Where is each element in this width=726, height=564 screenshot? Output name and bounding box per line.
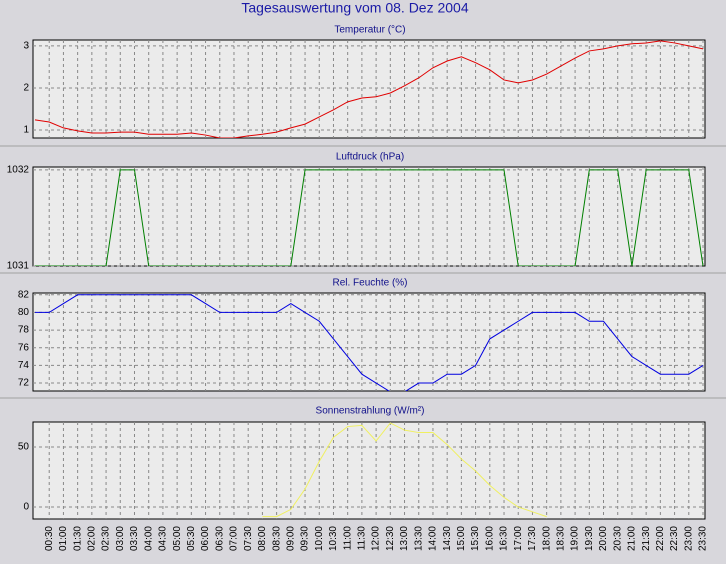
plot-area [32, 292, 706, 392]
y-tick-label: 78 [18, 325, 30, 336]
x-tick-label: 13:00 [399, 526, 410, 551]
data-line [35, 294, 704, 391]
y-tick-label: 2 [23, 83, 29, 94]
plot-area [32, 421, 706, 520]
x-tick-label: 18:00 [541, 526, 552, 551]
y-tick-label: 76 [18, 342, 30, 353]
x-tick-label: 23:00 [683, 526, 694, 551]
x-tick-label: 20:30 [612, 526, 623, 551]
x-tick-label: 10:00 [314, 526, 325, 551]
panel-title: Temperatur (°C) [334, 25, 405, 36]
x-tick-label: 16:30 [499, 526, 510, 551]
x-tick-label: 05:00 [172, 526, 183, 551]
x-tick-label: 19:30 [584, 526, 595, 551]
x-tick-label: 19:00 [570, 526, 581, 551]
data-line [262, 422, 547, 518]
x-tick-label: 02:00 [86, 526, 97, 551]
y-tick-label: 1031 [7, 261, 30, 272]
x-tick-label: 10:30 [328, 526, 339, 551]
x-tick-label: 06:30 [214, 526, 225, 551]
x-tick-label: 15:30 [470, 526, 481, 551]
x-tick-label: 09:30 [300, 526, 311, 551]
x-tick-label: 08:00 [257, 526, 268, 551]
y-tick-label: 1032 [7, 165, 30, 176]
x-tick-label: 07:00 [229, 526, 240, 551]
panel-title: Sonnenstrahlung (W/m²) [316, 406, 425, 417]
data-line [34, 40, 704, 138]
x-tick-label: 01:30 [72, 526, 83, 551]
x-tick-label: 03:30 [129, 526, 140, 551]
x-tick-label: 18:30 [556, 526, 567, 551]
x-tick-label: 16:00 [484, 526, 495, 551]
x-tick-label: 22:30 [669, 526, 680, 551]
x-tick-label: 04:30 [158, 526, 169, 551]
x-tick-label: 11:00 [342, 526, 353, 551]
x-tick-label: 02:30 [101, 526, 112, 551]
y-tick-label: 74 [18, 360, 30, 371]
x-tick-label: 15:00 [456, 526, 467, 551]
x-tick-label: 21:00 [627, 526, 638, 551]
x-tick-label: 04:00 [143, 526, 154, 551]
x-tick-label: 00:30 [44, 526, 55, 551]
x-tick-label: 06:00 [200, 526, 211, 551]
y-tick-label: 82 [18, 289, 30, 300]
y-tick-label: 72 [18, 378, 30, 389]
x-tick-label: 23:30 [698, 526, 709, 551]
x-tick-label: 09:00 [285, 526, 296, 551]
y-tick-label: 3 [23, 41, 29, 52]
x-tick-label: 14:30 [442, 526, 453, 551]
y-tick-label: 80 [18, 307, 30, 318]
x-tick-label: 07:30 [243, 526, 254, 551]
x-tick-label: 08:30 [271, 526, 282, 551]
plot-area [32, 166, 706, 267]
x-tick-label: 14:00 [428, 526, 439, 551]
x-tick-label: 13:30 [413, 526, 424, 551]
x-tick-label: 11:30 [357, 526, 368, 551]
x-tick-label: 01:00 [58, 526, 69, 551]
x-tick-label: 17:00 [513, 526, 524, 551]
y-tick-label: 0 [23, 502, 29, 513]
x-tick-label: 05:30 [186, 526, 197, 551]
y-tick-label: 1 [23, 125, 29, 136]
page-title: Tagesauswertung vom 08. Dez 2004 [241, 0, 468, 16]
panel-title: Luftdruck (hPa) [336, 152, 404, 163]
x-tick-label: 17:30 [527, 526, 538, 551]
data-line [35, 169, 704, 266]
x-tick-label: 20:00 [598, 526, 609, 551]
x-tick-label: 21:30 [641, 526, 652, 551]
x-tick-label: 12:30 [385, 526, 396, 551]
x-tick-label: 03:00 [115, 526, 126, 551]
y-tick-label: 50 [18, 442, 30, 453]
panel-title: Rel. Feuchte (%) [332, 278, 407, 289]
x-tick-label: 12:00 [371, 526, 382, 551]
x-tick-label: 22:00 [655, 526, 666, 551]
plot-area [32, 39, 706, 139]
